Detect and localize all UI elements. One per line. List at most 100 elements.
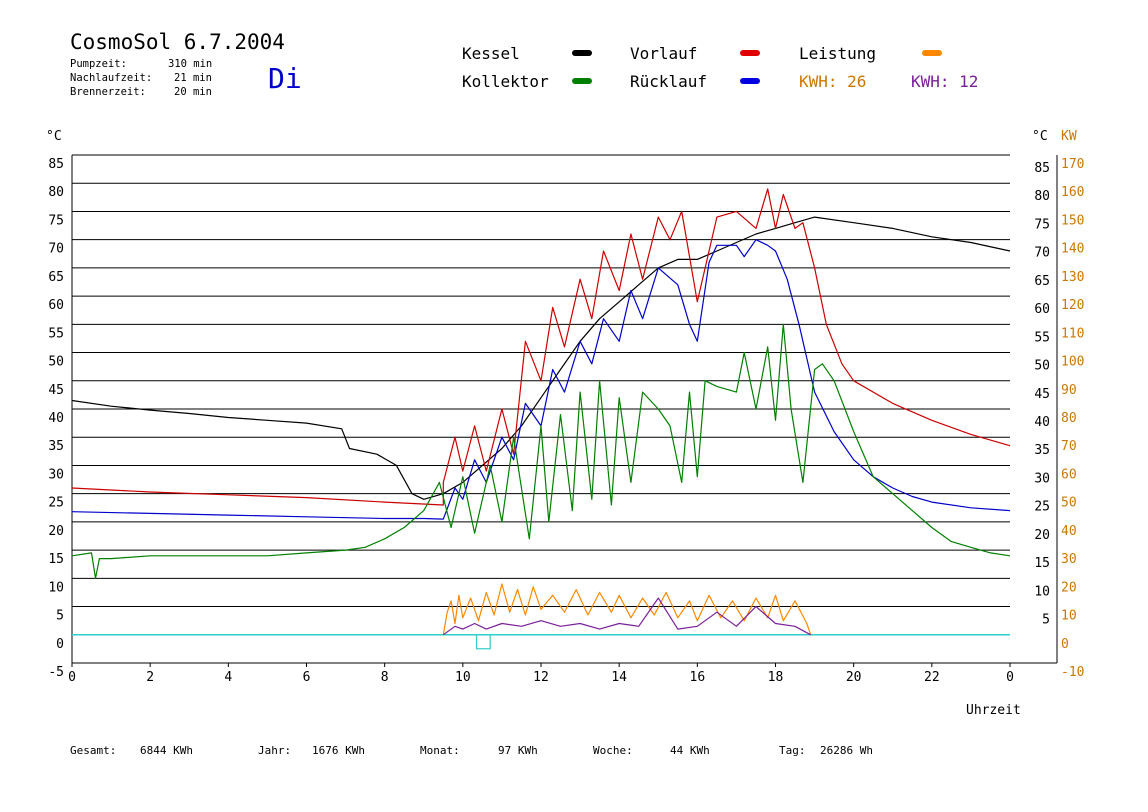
x-tick-label: 4 [224, 670, 232, 685]
footer-gesamt-label: Gesamt: [70, 744, 117, 757]
legend-swatch-kollektor [572, 78, 592, 84]
kw-tick-label: 150 [1061, 213, 1084, 228]
series-line-vorlauf [71, 188, 1011, 506]
x-tick-label: 14 [611, 670, 627, 685]
y-tick-label-left: 40 [48, 411, 64, 426]
y-tick-label-left: 25 [48, 496, 64, 511]
x-tick-label: 12 [533, 670, 549, 685]
series-line-kwh2 [442, 597, 811, 636]
footer-gesamt-value: 6844 KWh [140, 744, 193, 757]
zero-marker [475, 634, 491, 650]
kw-tick-label: 160 [1061, 185, 1084, 200]
y-axis-label-right: °C [1032, 129, 1048, 144]
kw-tick-label: 120 [1061, 298, 1084, 313]
x-tick-label: 8 [381, 670, 389, 685]
grid-lines [72, 154, 1010, 636]
y-tick-label-right: 15 [1034, 556, 1050, 571]
y-tick-label-right: 40 [1034, 415, 1050, 430]
x-axis-label: Uhrzeit [966, 703, 1021, 718]
footer-tag-label: Tag: [779, 744, 806, 757]
x-tick-label: 20 [846, 670, 862, 685]
series-line-leistung [442, 583, 812, 635]
legend-ruecklauf: Rücklauf [630, 72, 708, 91]
tick-labels: 0 2 4 6 8 10 12 14 16 18 20 22 085807570656055504540… [48, 157, 1084, 685]
legend-swatch-kessel [572, 50, 592, 56]
y-tick-label-left: 70 [48, 242, 64, 257]
y-tick-label-right: 55 [1034, 330, 1050, 345]
y-tick-label-left: 45 [48, 383, 64, 398]
y-tick-label-left: 65 [48, 270, 64, 285]
info-pumpzeit-value: 310 min [168, 58, 213, 70]
weekday-label: Di [268, 62, 302, 95]
y-tick-label-right: 60 [1034, 302, 1050, 317]
kw-tick-label: 140 [1061, 242, 1084, 257]
kw-tick-label: 10 [1061, 609, 1077, 624]
kw-tick-label: 100 [1061, 355, 1084, 370]
footer-monat-label: Monat: [420, 744, 460, 757]
kw-tick-label: 170 [1061, 157, 1084, 172]
kw-tick-label: 80 [1061, 411, 1077, 426]
y-tick-label-right: 80 [1034, 189, 1050, 204]
x-tick-label: 0 [68, 670, 76, 685]
legend-vorlauf: Vorlauf [630, 44, 698, 63]
kw-tick-label: 130 [1061, 270, 1084, 285]
y-tick-label-left: -5 [48, 665, 64, 680]
y-tick-label-right: 25 [1034, 500, 1050, 515]
footer-monat-value: 97 KWh [498, 744, 538, 757]
chart-title: CosmoSol 6.7.2004 [70, 30, 285, 54]
footer-woche-value: 44 KWh [670, 744, 710, 757]
info-brennerzeit-value: 20 min [174, 86, 212, 98]
y-tick-label-left: 55 [48, 326, 64, 341]
y-tick-label-left: 5 [56, 609, 64, 624]
y-tick-label-right: 5 [1042, 613, 1050, 628]
legend-leistung: Leistung [799, 44, 877, 63]
y-tick-label-left: 10 [48, 580, 64, 595]
series-line-kessel [71, 216, 1011, 500]
y-tick-label-right: 30 [1034, 471, 1050, 486]
y-tick-label-left: 80 [48, 185, 64, 200]
kw-tick-label: 70 [1061, 439, 1077, 454]
footer-jahr-label: Jahr: [258, 744, 292, 757]
y-tick-label-right: 70 [1034, 246, 1050, 261]
x-tick-label: 0 [1006, 670, 1014, 685]
info-nachlaufzeit-label: Nachlaufzeit: [70, 72, 153, 84]
legend-swatch-ruecklauf [740, 78, 760, 84]
y-tick-label-left: 85 [48, 157, 64, 172]
x-tick-label: 2 [146, 670, 154, 685]
y-tick-label-right: 10 [1034, 584, 1050, 599]
y-tick-label-right: 75 [1034, 217, 1050, 232]
y-tick-label-left: 75 [48, 213, 64, 228]
kw-tick-label: 40 [1061, 524, 1077, 539]
y-tick-label-left: 35 [48, 439, 64, 454]
x-tick-label: 6 [303, 670, 311, 685]
y-tick-label-right: 45 [1034, 387, 1050, 402]
y-tick-label-right: 35 [1034, 443, 1050, 458]
y-tick-label-left: 15 [48, 552, 64, 567]
y-tick-label-left: 60 [48, 298, 64, 313]
legend-kollektor: Kollektor [462, 72, 549, 91]
info-nachlaufzeit-value: 21 min [174, 72, 212, 84]
y-tick-label-left: 50 [48, 355, 64, 370]
kw-tick-label: 0 [1061, 637, 1069, 652]
y-tick-label-left: 30 [48, 467, 64, 482]
kw-tick-label: 30 [1061, 552, 1077, 567]
info-brennerzeit-label: Brennerzeit: [70, 86, 146, 98]
legend-kwh-total-2: KWH: 12 [911, 72, 979, 91]
kw-tick-label: -10 [1061, 665, 1084, 680]
footer-tag-value: 26286 Wh [820, 744, 873, 757]
y-axis-label-kw: KW [1061, 129, 1077, 144]
legend-swatch-vorlauf [740, 50, 760, 56]
legend-kessel: Kessel [462, 44, 520, 63]
info-pumpzeit-label: Pumpzeit: [70, 58, 127, 70]
y-tick-label-right: 85 [1034, 161, 1050, 176]
series-line-ruecklauf [71, 239, 1011, 520]
axes [71, 155, 1058, 667]
y-tick-label-left: 20 [48, 524, 64, 539]
y-axis-label-left: °C [46, 129, 62, 144]
series-line-kollektor [71, 323, 1011, 579]
footer-woche-label: Woche: [593, 744, 633, 757]
x-tick-label: 10 [455, 670, 471, 685]
footer-jahr-value: 1676 KWh [312, 744, 365, 757]
y-tick-label-right: 50 [1034, 359, 1050, 374]
